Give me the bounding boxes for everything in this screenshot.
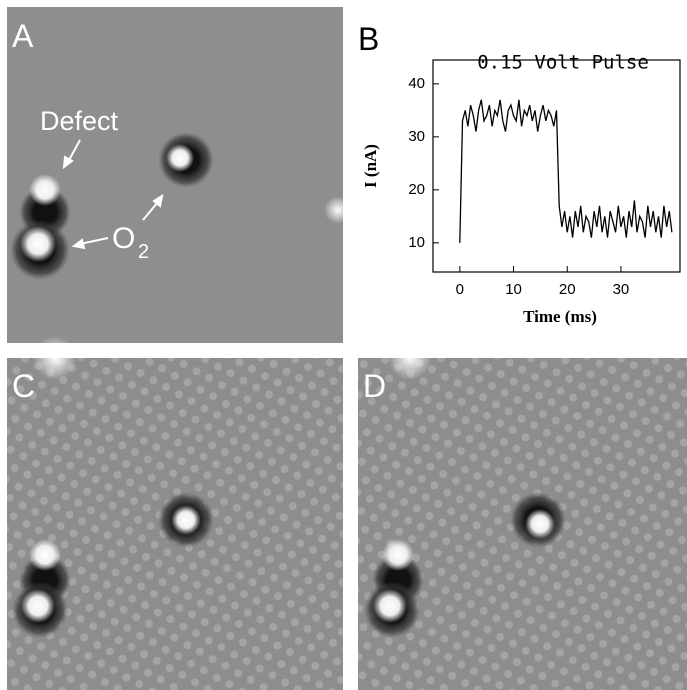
chart-title: 0.15 Volt Pulse: [477, 52, 649, 74]
panel-label: D: [363, 368, 386, 404]
y-tick-label: 20: [408, 181, 425, 198]
panel-d: D: [358, 336, 687, 690]
panel-b: B 0.15 Volt Pulse Time (ms) I (nA) 0 10 20…: [358, 21, 681, 326]
x-axis-label: Time (ms): [523, 307, 597, 326]
y-tick-label: 10: [408, 234, 425, 251]
x-tick-label: 30: [613, 281, 630, 298]
panel-label: A: [12, 18, 34, 54]
annotation: Defect: [40, 106, 119, 136]
y-tick-label: 40: [408, 75, 425, 92]
current-trace: [459, 99, 673, 243]
x-tick-label: 10: [505, 281, 522, 298]
plot-frame: [432, 59, 681, 273]
annotation-subscript: 2: [138, 241, 149, 263]
y-axis-label: I (nA): [361, 144, 380, 188]
y-tick-label: 30: [408, 128, 425, 145]
annotation: O: [112, 222, 135, 255]
panel-c: C: [7, 336, 343, 690]
panel-label: B: [358, 21, 379, 57]
x-tick-label: 20: [559, 281, 576, 298]
x-tick-label: 0: [456, 281, 464, 298]
panel-a: A Defect O 2: [7, 7, 352, 343]
panel-label: C: [12, 368, 35, 404]
